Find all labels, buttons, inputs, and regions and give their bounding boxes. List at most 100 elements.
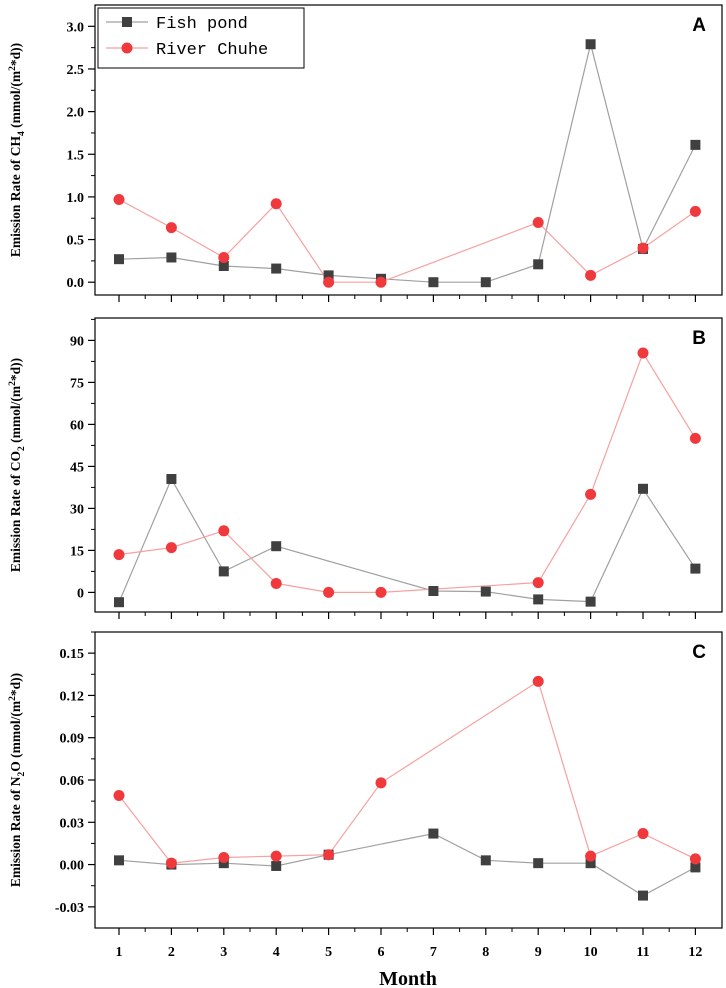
y-tick-label: 0.09 — [60, 732, 85, 747]
data-point — [690, 862, 701, 873]
data-point — [532, 577, 544, 589]
y-tick-label: 75 — [70, 376, 84, 391]
data-point — [637, 828, 649, 840]
y-axis-label-part: O (mmol/(m — [8, 700, 23, 772]
y-axis-label-part: Emission Rate of CO — [8, 451, 23, 572]
data-point — [323, 586, 335, 598]
data-point — [271, 263, 282, 274]
y-tick-label: 1.0 — [67, 191, 85, 206]
panel-letter: B — [692, 328, 706, 349]
legend: Fish pond River Chuhe — [97, 7, 305, 69]
y-tick-label: -0.03 — [55, 901, 84, 916]
data-point — [428, 277, 439, 288]
data-point — [428, 586, 439, 596]
y-axis-label: Emission Rate of N2O (mmol/(m2*d)) — [8, 673, 27, 887]
data-point — [218, 852, 230, 864]
y-tick-label: 3.0 — [67, 20, 85, 35]
y-tick-label: 0.06 — [60, 774, 85, 789]
plot-frame — [94, 317, 723, 613]
series-line — [118, 680, 696, 864]
data-point — [585, 596, 596, 607]
x-tick-label: 2 — [168, 945, 175, 960]
y-tick-label: 0.0 — [67, 276, 85, 291]
data-point — [637, 242, 649, 254]
y-tick-label: 1.5 — [67, 148, 85, 163]
data-point — [270, 577, 282, 589]
y-axis-label-subscript: 2 — [17, 771, 27, 776]
data-point — [585, 858, 596, 869]
data-point — [638, 890, 648, 901]
y-axis-label-part: *d)) — [8, 673, 23, 696]
data-point — [270, 850, 282, 862]
data-point — [271, 860, 282, 871]
legend-label: Fish pond — [156, 15, 248, 34]
x-tick-label: 5 — [325, 945, 332, 960]
data-point — [166, 474, 177, 484]
y-tick-label: 0.5 — [67, 234, 85, 249]
y-axis-label-part: *d)) — [8, 358, 23, 381]
data-point — [585, 488, 597, 500]
data-point — [533, 858, 544, 869]
x-tick-label: 1 — [116, 945, 123, 960]
y-axis-label-part: (mmol/(m — [8, 385, 23, 446]
legend-box — [97, 7, 305, 69]
data-point — [480, 277, 491, 288]
x-tick-label: 4 — [273, 945, 280, 960]
x-tick-label: 9 — [535, 945, 542, 960]
data-point — [532, 217, 544, 228]
data-point — [165, 222, 177, 234]
data-point — [533, 594, 544, 605]
y-axis-label-part: *d)) — [8, 43, 23, 66]
y-axis-label-subscript: 4 — [17, 131, 27, 136]
series-line — [118, 198, 696, 283]
data-point — [113, 790, 125, 802]
y-axis-label-part: (mmol/(m — [8, 70, 23, 131]
series-line — [118, 351, 696, 594]
panel-a: 0.0 0.5 1.0 1.5 2.0 2.5 3.0 Emission Rate of CH… — [8, 4, 723, 302]
x-tick-label: 10 — [584, 945, 598, 960]
data-point — [323, 276, 335, 288]
data-point — [323, 849, 335, 861]
data-point — [532, 675, 544, 687]
x-tick-label: 12 — [688, 945, 702, 960]
data-point — [637, 347, 649, 359]
panel-letter: C — [692, 642, 706, 663]
y-tick-label: 0 — [77, 586, 84, 601]
series-line — [118, 832, 696, 897]
y-axis-label: Emission Rate of CH4 (mmol/(m2*d)) — [8, 43, 27, 257]
x-tick-label: 7 — [430, 945, 437, 960]
data-point — [323, 270, 334, 281]
series-line — [118, 477, 696, 603]
y-axis-label: Emission Rate of CO2 (mmol/(m2*d)) — [8, 358, 27, 572]
data-point — [165, 542, 177, 554]
data-point — [113, 549, 125, 561]
panel-c: -0.030.000.030.060.090.120.151 2 3 4 5 6 7 8 9 10… — [8, 631, 723, 960]
y-axis-label-part: Emission Rate of CH — [8, 135, 23, 257]
panel-letter: A — [692, 15, 706, 36]
y-tick-label: 0.12 — [60, 689, 85, 704]
data-point — [114, 855, 124, 866]
data-point — [375, 276, 387, 288]
data-point — [533, 259, 544, 270]
y-tick-label: 0.15 — [60, 647, 85, 662]
legend-marker — [121, 42, 133, 54]
y-tick-label: 15 — [70, 544, 84, 559]
data-point — [114, 597, 124, 608]
x-tick-label: 3 — [220, 945, 227, 960]
data-point — [689, 205, 701, 217]
data-point — [218, 251, 230, 263]
panels-layer: 0.0 0.5 1.0 1.5 2.0 2.5 3.0 Emission Rate of CH… — [8, 4, 723, 960]
data-point — [480, 855, 491, 866]
series-line — [118, 44, 696, 283]
plot-frame — [94, 631, 723, 929]
data-point — [585, 269, 597, 281]
plot-frame — [94, 4, 723, 296]
data-point — [114, 254, 124, 265]
data-point — [689, 432, 701, 444]
y-axis-label-subscript: 2 — [17, 446, 27, 451]
data-point — [585, 850, 597, 862]
y-axis-label-part: Emission Rate of N — [8, 776, 23, 887]
y-tick-label: 90 — [70, 334, 84, 349]
